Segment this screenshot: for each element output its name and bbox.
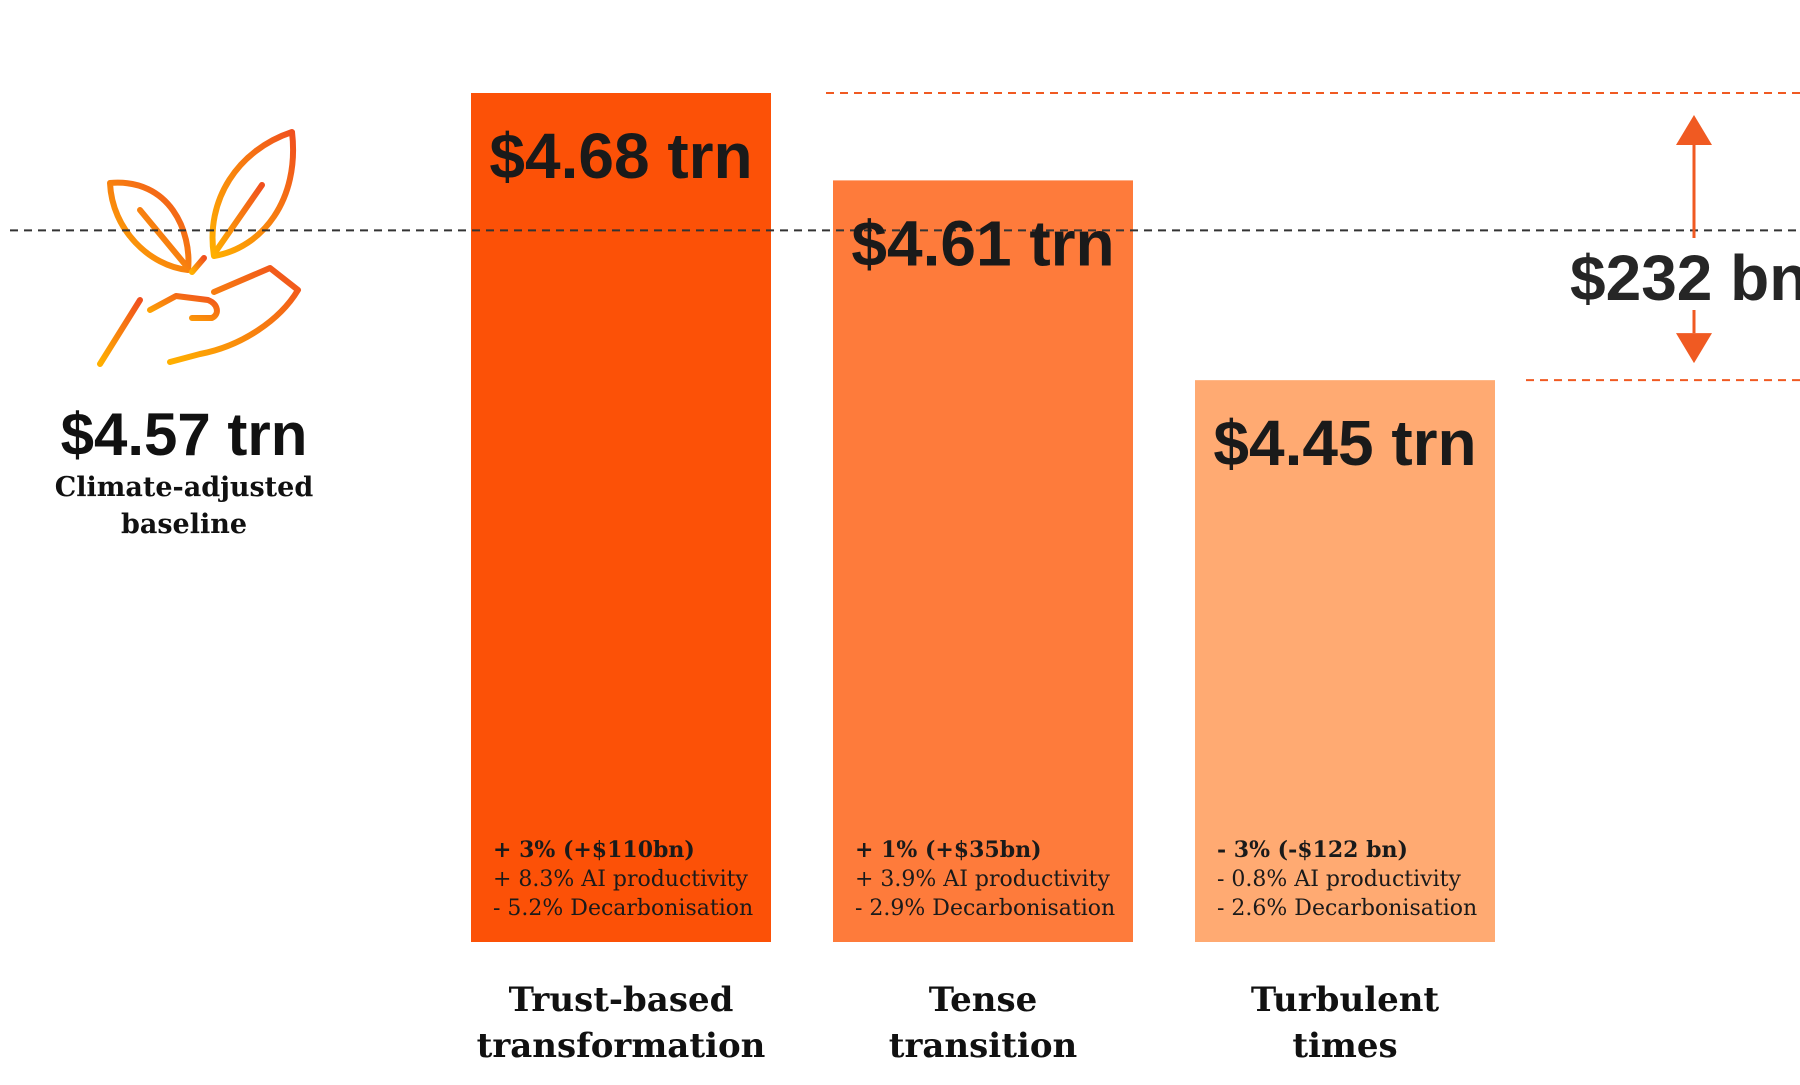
arrow-down-icon: [1676, 333, 1712, 364]
bar-detail-decarbonisation: - 2.6% Decarbonisation: [1217, 896, 1477, 921]
category-label: times: [1292, 1026, 1397, 1066]
bar-detail-ai: + 3.9% AI productivity: [855, 867, 1110, 892]
baseline-value: $4.57 trn: [61, 401, 308, 468]
category-label: Turbulent: [1251, 980, 1440, 1020]
bar-1: [471, 93, 771, 942]
baseline-label-line-2: baseline: [121, 509, 247, 540]
bar-detail-decarbonisation: - 2.9% Decarbonisation: [855, 896, 1115, 921]
category-label: Trust-based: [509, 980, 734, 1020]
category-label: transformation: [477, 1026, 766, 1066]
bar-2: [833, 180, 1133, 942]
baseline-label-line-1: Climate-adjusted: [55, 472, 314, 503]
bar-detail-ai: + 8.3% AI productivity: [493, 867, 748, 892]
bar-detail-decarbonisation: - 5.2% Decarbonisation: [493, 896, 753, 921]
gap-label: $232 bn: [1570, 242, 1800, 314]
category-label: transition: [889, 1026, 1077, 1066]
bar-value-label: $4.61 trn: [851, 207, 1114, 279]
category-label: Tense: [929, 980, 1038, 1020]
arrow-up-icon: [1676, 115, 1712, 145]
bar-3: [1195, 380, 1495, 943]
bar-value-label: $4.68 trn: [489, 120, 752, 192]
bar-detail-change: + 1% (+$35bn): [855, 837, 1042, 863]
bar-detail-change: - 3% (-$122 bn): [1217, 837, 1408, 863]
gap-arrow: [1676, 115, 1712, 364]
bar-detail-ai: - 0.8% AI productivity: [1217, 867, 1461, 892]
plant-in-hand-icon: [97, 129, 301, 367]
bar-value-label: $4.45 trn: [1213, 407, 1476, 479]
bars: [471, 93, 1495, 943]
bar-detail-change: + 3% (+$110bn): [493, 837, 695, 863]
